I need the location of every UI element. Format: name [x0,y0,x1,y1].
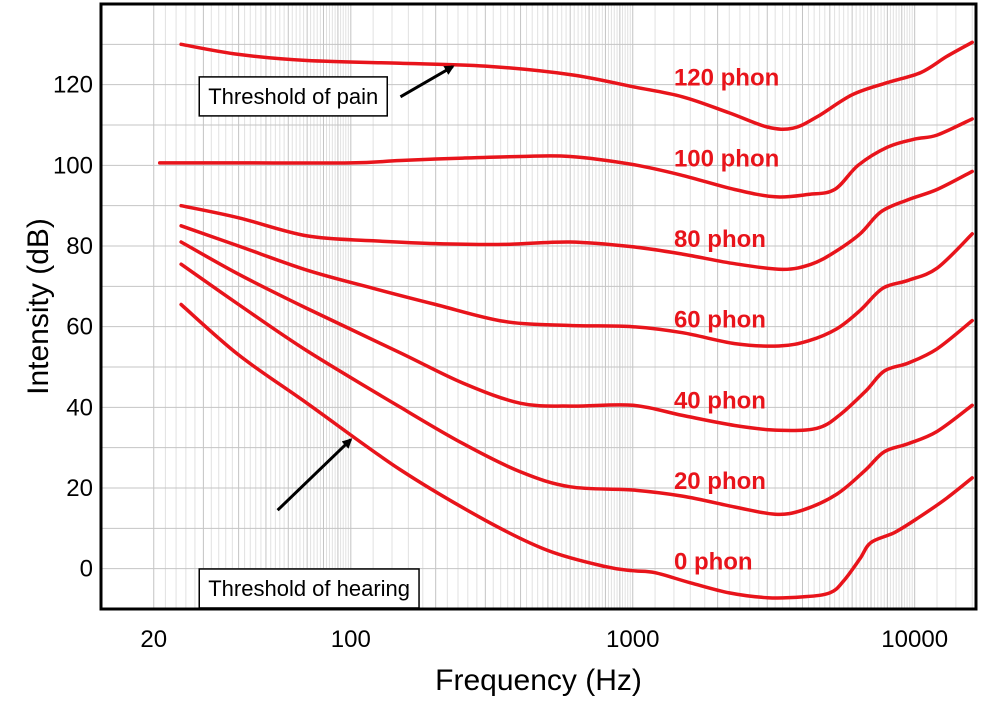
phon-curve [179,302,974,600]
phon-curve-label: 80 phon [674,226,766,253]
phon-curve [179,224,974,348]
phon-curve-label: 40 phon [674,387,766,414]
x-tick-label: 20 [140,626,167,653]
phon-curve-label: 100 phon [674,145,779,172]
annotation-arrow [399,65,455,99]
phon-curve-label: 20 phon [674,468,766,495]
annotation: Threshold of pain [198,65,455,117]
annotation-box [198,568,420,609]
y-tick-label: 100 [53,152,93,179]
annotations: Threshold of pain Threshold of hearing [198,65,455,609]
x-tick-label: 1000 [606,626,659,653]
phon-curve [179,262,974,517]
phon-curve-label: 60 phon [674,307,766,334]
grid [101,3,976,610]
phon-curve [157,117,974,199]
y-axis-title: Intensity (dB) [22,218,55,395]
phon-curve-label: 120 phon [674,65,779,92]
x-tick-label: 100 [331,626,371,653]
x-tick-label: 10000 [881,626,948,653]
y-tick-label: 0 [80,556,93,583]
phon-curve [179,40,974,132]
phon-curve [179,169,974,272]
axis-ticks: 20 100 1000 10000 0 20 40 60 80 100 120 [53,72,948,653]
annotation: Threshold of hearing [198,438,420,609]
y-tick-label: 60 [66,314,93,341]
x-axis-title: Frequency (Hz) [435,664,642,697]
curve-labels: 120 phon 100 phon 80 phon 60 phon 40 phon 20 … [674,65,779,576]
phon-curves [157,40,974,600]
annotation-text: Threshold of hearing [208,576,410,601]
phon-curve-label: 0 phon [674,549,753,576]
y-tick-label: 80 [66,233,93,260]
y-tick-label: 20 [66,475,93,502]
y-tick-label: 120 [53,72,93,99]
annotation-box [198,76,388,117]
phon-curve [179,240,974,433]
y-tick-label: 40 [66,394,93,421]
plot-frame [99,2,978,611]
annotation-arrow [276,438,353,512]
annotation-text: Threshold of pain [208,84,378,109]
